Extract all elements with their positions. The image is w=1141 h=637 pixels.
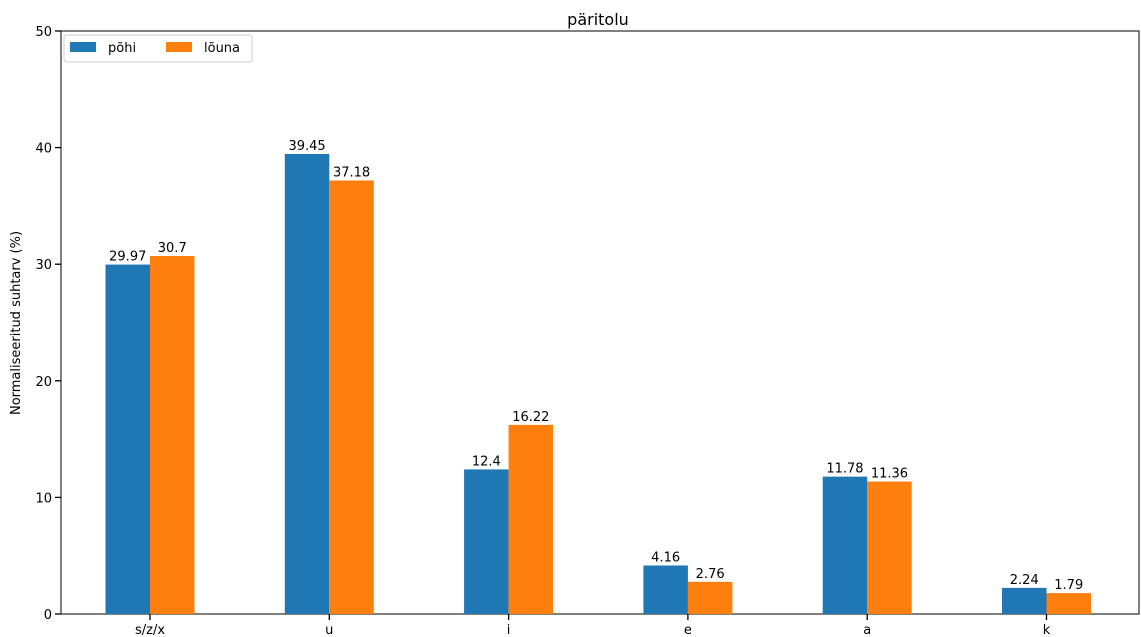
legend: põhi lõuna [63,34,253,63]
y-tick-label: 0 [44,608,52,623]
bar-louna-2 [508,424,554,614]
bar-value-label: 2.24 [1010,573,1039,588]
y-tick-label: 30 [35,258,52,273]
legend-label-louna: lõuna [204,41,240,56]
x-tick-label: u [325,623,333,637]
bar-pohi-4 [822,476,868,614]
legend-box [63,34,253,63]
bar-value-label: 4.16 [651,550,680,565]
y-tick-label: 40 [35,142,52,157]
y-tick-label: 20 [35,375,52,390]
x-tick-label: k [1043,623,1051,637]
bar-pohi-0 [105,264,150,614]
x-tick-label: a [863,623,871,637]
bar-pohi-1 [284,154,330,614]
bar-value-label: 29.97 [109,250,146,265]
y-axis-label: Normaliseeritud suhtarv (%) [9,231,24,415]
bar-value-label: 11.78 [826,462,863,477]
chart-title: päritolu [567,10,629,29]
legend-swatch-pohi [70,42,96,52]
bar-value-label: 16.22 [512,410,549,425]
bar-louna-0 [150,256,195,614]
bar-pohi-3 [643,565,688,614]
bar-pohi-5 [1002,587,1047,614]
y-tick-label: 50 [35,25,52,40]
legend-swatch-louna [166,42,192,52]
bar-louna-4 [867,481,912,614]
bar-value-label: 39.45 [288,139,325,154]
bar-value-label: 30.7 [158,241,187,256]
y-tick-label: 10 [35,491,52,506]
bar-value-label: 37.18 [333,165,370,180]
x-axis: s/z/x u i e a k [135,614,1051,637]
bar-louna-1 [329,180,374,614]
bar-pohi-2 [464,469,509,614]
bar-value-label: 11.36 [871,467,908,482]
y-axis: 0 10 20 30 40 50 [35,25,61,623]
bar-value-label: 12.4 [472,454,501,469]
legend-label-pohi: põhi [108,41,136,56]
bar-louna-3 [687,581,733,614]
x-tick-label: e [684,623,692,637]
plot-frame [60,30,1140,615]
bar-value-label: 1.79 [1054,578,1083,593]
bar-louna-5 [1046,593,1091,614]
bars-group: 29.97 30.7 39.45 37.18 12.4 16.22 4.16 2.76 11.7… [105,139,1091,614]
x-tick-label: i [507,623,511,637]
bar-value-label: 2.76 [696,567,725,582]
x-tick-label: s/z/x [135,623,165,637]
